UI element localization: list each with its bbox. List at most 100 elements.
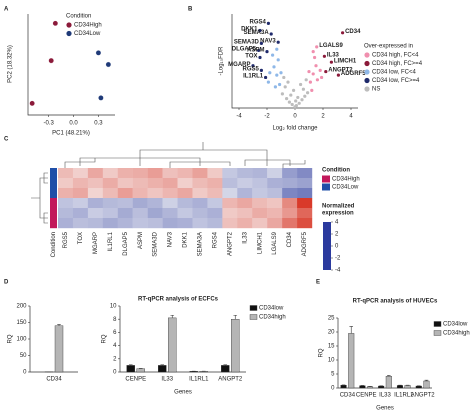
data-point bbox=[320, 75, 324, 80]
heatmap-cell bbox=[282, 218, 298, 229]
y-tick-label: 0 bbox=[331, 386, 335, 392]
heatmap-cell bbox=[72, 218, 89, 229]
point-label: DKK1 bbox=[241, 27, 258, 33]
heatmap-cell bbox=[87, 218, 104, 229]
column-dendrogram bbox=[64, 142, 306, 168]
data-point bbox=[315, 78, 319, 82]
legend-swatch bbox=[66, 22, 72, 28]
panel-letter: B bbox=[188, 7, 193, 13]
colorbar-tick-label: -4 bbox=[335, 268, 341, 274]
heatmap-cell bbox=[252, 198, 268, 209]
heatmap-cell bbox=[72, 188, 89, 199]
colorbar bbox=[323, 222, 331, 270]
error-bar bbox=[128, 364, 133, 366]
heatmap-cell bbox=[132, 218, 148, 229]
heatmap-cell bbox=[72, 178, 89, 189]
y-tick-label: 15 bbox=[328, 344, 335, 350]
column-label: SEMA3D bbox=[153, 231, 159, 256]
y-tick-label: 8 bbox=[113, 317, 117, 323]
axis-line bbox=[29, 306, 78, 373]
y-tick-label: 6 bbox=[113, 330, 117, 336]
legend-swatch bbox=[433, 321, 442, 327]
x-axis-label: Log₂ fold change bbox=[272, 126, 318, 132]
column-label: IL33 bbox=[242, 231, 248, 243]
column-label: ANGPT2 bbox=[227, 231, 233, 256]
column-label: NAV3 bbox=[168, 231, 174, 247]
bar bbox=[54, 325, 64, 373]
column-label: LGALS9 bbox=[272, 231, 278, 254]
x-tick-label: CD34 bbox=[340, 393, 356, 399]
heatmap-cell bbox=[267, 218, 283, 229]
data-point bbox=[322, 54, 326, 58]
data-point bbox=[308, 80, 312, 84]
data-point bbox=[280, 92, 284, 96]
column-label: RGS5 bbox=[63, 231, 69, 248]
y-tick-label: 0 bbox=[113, 370, 117, 376]
heatmap-cell bbox=[207, 188, 223, 199]
x-tick-label: -0.3 bbox=[44, 121, 55, 127]
data-point bbox=[278, 82, 282, 87]
legend-swatch bbox=[364, 86, 370, 92]
bar bbox=[126, 365, 135, 373]
heatmap-cell bbox=[117, 168, 133, 179]
error-bar bbox=[387, 375, 391, 377]
bar bbox=[221, 365, 230, 373]
data-point bbox=[301, 87, 305, 91]
error-bar bbox=[160, 364, 165, 366]
data-point bbox=[304, 78, 308, 82]
data-point bbox=[251, 64, 255, 68]
legend-swatch bbox=[249, 305, 258, 311]
heatmap-cell bbox=[207, 178, 223, 189]
condition-label: Condition bbox=[51, 232, 57, 257]
legend-label: CD34low bbox=[443, 322, 468, 328]
x-tick-label: CENPE bbox=[356, 393, 377, 399]
y-tick-label: 50 bbox=[20, 353, 27, 359]
data-point bbox=[315, 45, 319, 49]
heatmap-cell bbox=[177, 168, 193, 179]
data-point bbox=[98, 95, 104, 101]
point-label: LGALS9 bbox=[319, 43, 343, 49]
data-point bbox=[279, 71, 283, 75]
legend-swatch bbox=[66, 30, 72, 37]
data-point bbox=[294, 99, 298, 103]
y-tick-label: 0 bbox=[23, 370, 27, 376]
heatmap-cell bbox=[282, 198, 298, 209]
axis-line bbox=[119, 306, 246, 373]
heatmap-cell bbox=[87, 208, 104, 219]
bar bbox=[231, 319, 240, 373]
legend-label: CD34 low, FC>=4 bbox=[372, 78, 420, 84]
heatmap-cell bbox=[102, 188, 118, 199]
point-label: ASPM bbox=[247, 48, 264, 54]
legend-label: NS bbox=[372, 87, 380, 93]
bar bbox=[415, 385, 422, 389]
legend-label: CD34 low, FC<4 bbox=[372, 70, 417, 76]
heatmap-cell bbox=[162, 178, 178, 189]
x-tick-label: IL33 bbox=[161, 377, 173, 383]
y-tick-label: 20 bbox=[328, 330, 335, 336]
heatmap-cell bbox=[222, 188, 238, 199]
heatmap-cell bbox=[297, 208, 313, 219]
data-point bbox=[266, 80, 270, 84]
heatmap-cell bbox=[192, 168, 208, 179]
heatmap-cell bbox=[207, 208, 223, 219]
data-point bbox=[324, 69, 328, 74]
data-point bbox=[310, 88, 314, 92]
panel-letter: C bbox=[4, 137, 9, 143]
heatmap-cell bbox=[177, 198, 193, 209]
column-label: RGS4 bbox=[212, 231, 218, 248]
data-point bbox=[105, 61, 112, 68]
x-tick-label: IL1RL1 bbox=[394, 393, 414, 399]
data-point bbox=[303, 94, 307, 98]
heatmap-cell bbox=[177, 178, 193, 189]
data-point bbox=[271, 53, 275, 57]
condition-cell bbox=[50, 168, 57, 179]
legend-label: CD34low bbox=[259, 306, 284, 312]
column-label: TOX bbox=[78, 232, 84, 244]
heatmap-cell bbox=[192, 218, 208, 229]
chart-title: RT-qPCR analysis of HUVECs bbox=[353, 299, 438, 305]
x-tick-label: 2 bbox=[321, 114, 325, 120]
x-axis-label: PC1 (48.21%) bbox=[52, 131, 90, 137]
legend-swatch bbox=[364, 60, 370, 67]
heatmap-cell bbox=[58, 188, 74, 199]
